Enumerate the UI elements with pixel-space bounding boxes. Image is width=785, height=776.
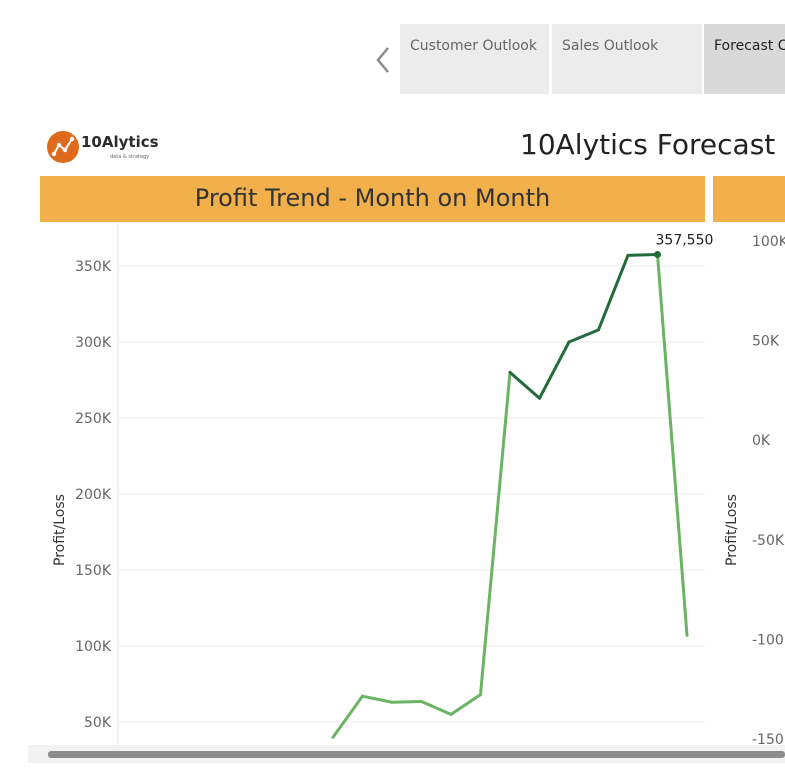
right-y-tick-label: -50K [752, 533, 785, 549]
y-tick-label: 300K [75, 335, 112, 351]
profit-trend-header: Profit Trend - Month on Month [40, 176, 705, 222]
logo-mark-icon [47, 131, 79, 163]
series-line-segment [449, 693, 482, 716]
right-y-tick-label: 100K [752, 234, 785, 250]
series-line-segment [361, 694, 394, 704]
dashboard-title: 10Alytics Forecast [520, 128, 776, 161]
scrollbar-thumb[interactable] [48, 751, 785, 758]
series-line-segment [331, 694, 364, 739]
series-line-segment [656, 253, 689, 637]
series-line-segment [390, 699, 423, 704]
y-tick-label: 50K [84, 715, 112, 731]
tab-customer-outlook[interactable]: Customer Outlook [400, 24, 549, 94]
series-line-segment [626, 253, 659, 257]
y-tick-label: 100K [75, 639, 112, 655]
right-y-tick-label: -150K [752, 732, 785, 748]
right-y-tick-label: 50K [752, 334, 780, 350]
series-line-segment [538, 340, 571, 400]
tab-prev-button[interactable] [370, 42, 398, 78]
right-panel-header [713, 176, 785, 222]
series-line-segment [597, 253, 630, 332]
tab-forecast[interactable]: Forecast C [704, 24, 785, 94]
series-line-segment [479, 370, 512, 697]
data-point [654, 251, 661, 259]
series-line-segment [508, 370, 541, 400]
tab-sales-outlook[interactable]: Sales Outlook [552, 24, 702, 94]
logo: 10Alytics data & strategy [44, 126, 164, 177]
horizontal-scrollbar[interactable] [28, 745, 785, 763]
logo-tagline: data & strategy [110, 154, 150, 160]
chevron-left-icon [376, 47, 389, 73]
right-y-tick-label: -100K [752, 632, 785, 648]
y-tick-label: 250K [75, 411, 112, 427]
y-tick-label: 350K [75, 259, 112, 275]
y-tick-label: 200K [75, 487, 112, 503]
data-label: 357,550 [656, 233, 714, 249]
dashboard-tabs: Customer Outlook Sales Outlook Forecast … [370, 24, 785, 94]
series-line-segment [567, 328, 600, 344]
right-y-tick-label: 0K [752, 433, 771, 449]
series-line-segment [420, 699, 453, 716]
logo-name: 10Alytics [81, 133, 159, 151]
y-tick-label: 150K [75, 563, 112, 579]
